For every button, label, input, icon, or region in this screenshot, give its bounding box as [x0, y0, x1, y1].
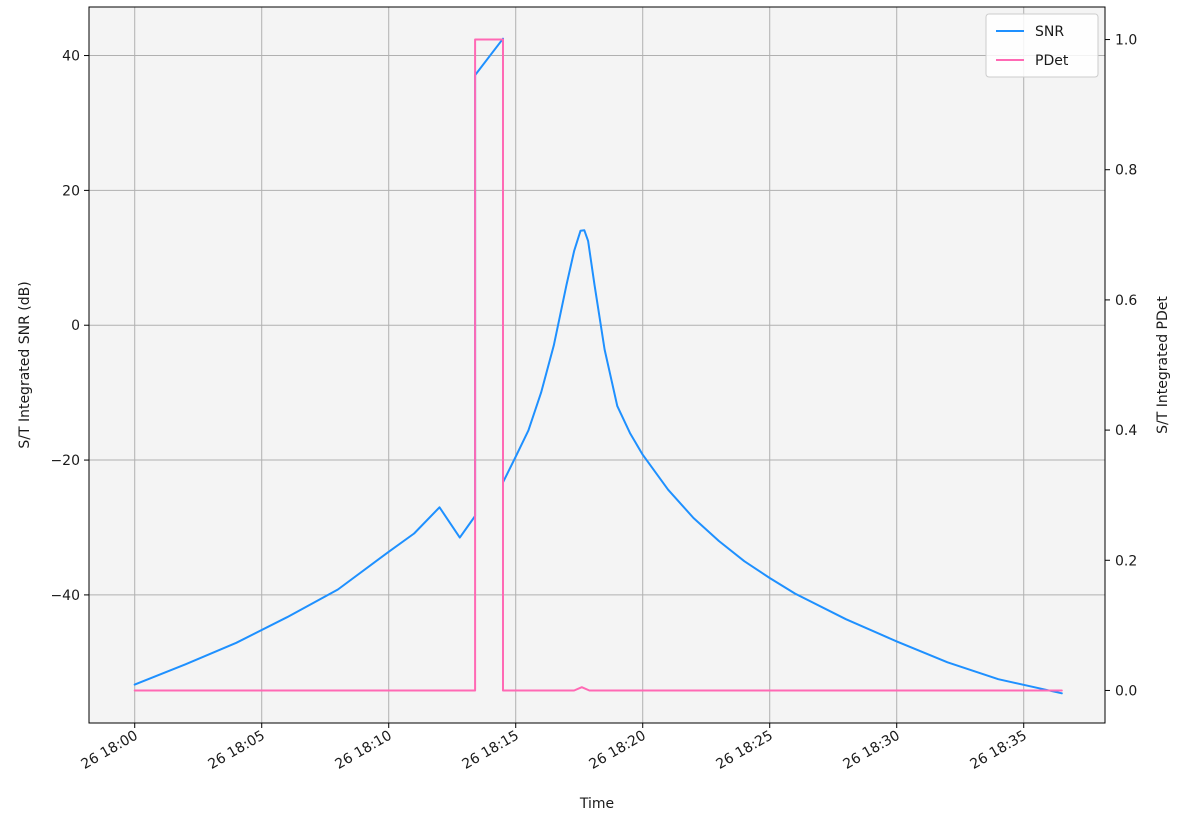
x-tick-label: 26 18:20 [586, 728, 648, 773]
y-right-tick-label: 0.2 [1115, 553, 1137, 569]
x-axis: 26 18:00 26 18:05 26 18:10 26 18:15 26 18:20… [78, 723, 1030, 773]
legend-box [985, 13, 1099, 78]
series-layer [133, 37, 1063, 695]
grid-lines [89, 7, 1105, 723]
y-left-tick-label: 20 [62, 183, 80, 199]
y-axis-left: −40 −20 0 20 40 [50, 49, 89, 604]
y-left-tick-label: −40 [50, 588, 80, 604]
y-left-tick-label: 0 [71, 318, 80, 334]
y-axis-right-title: S/T Integrated PDet [1155, 296, 1171, 434]
series-line-pdet [133, 38, 1063, 692]
y-axis-left-title: S/T Integrated SNR (dB) [17, 281, 33, 448]
y-right-tick-label: 0.4 [1115, 423, 1137, 439]
legend-label-pdet: PDet [1035, 53, 1069, 69]
legend: SNR PDet [985, 13, 1099, 78]
x-tick-label: 26 18:15 [459, 728, 521, 773]
x-tick-label: 26 18:25 [713, 728, 775, 773]
x-tick-label: 26 18:35 [967, 728, 1029, 773]
y-axis-right: 0.0 0.2 0.4 0.6 0.8 1.0 [1105, 33, 1137, 699]
x-tick-label: 26 18:00 [78, 728, 140, 773]
y-right-tick-label: 1.0 [1115, 33, 1137, 49]
series-line-snr [133, 37, 1063, 695]
plot-frame [88, 6, 1106, 724]
x-tick-label: 26 18:30 [840, 728, 902, 773]
legend-label-snr: SNR [1035, 24, 1064, 40]
x-axis-title: Time [579, 796, 614, 812]
y-left-tick-label: 40 [62, 49, 80, 65]
x-tick-label: 26 18:05 [205, 728, 267, 773]
plot-background [89, 7, 1105, 723]
y-right-tick-label: 0.0 [1115, 683, 1137, 699]
y-right-tick-label: 0.8 [1115, 163, 1137, 179]
x-tick-label: 26 18:10 [332, 728, 394, 773]
y-right-tick-label: 0.6 [1115, 293, 1137, 309]
y-left-tick-label: −20 [50, 453, 80, 469]
